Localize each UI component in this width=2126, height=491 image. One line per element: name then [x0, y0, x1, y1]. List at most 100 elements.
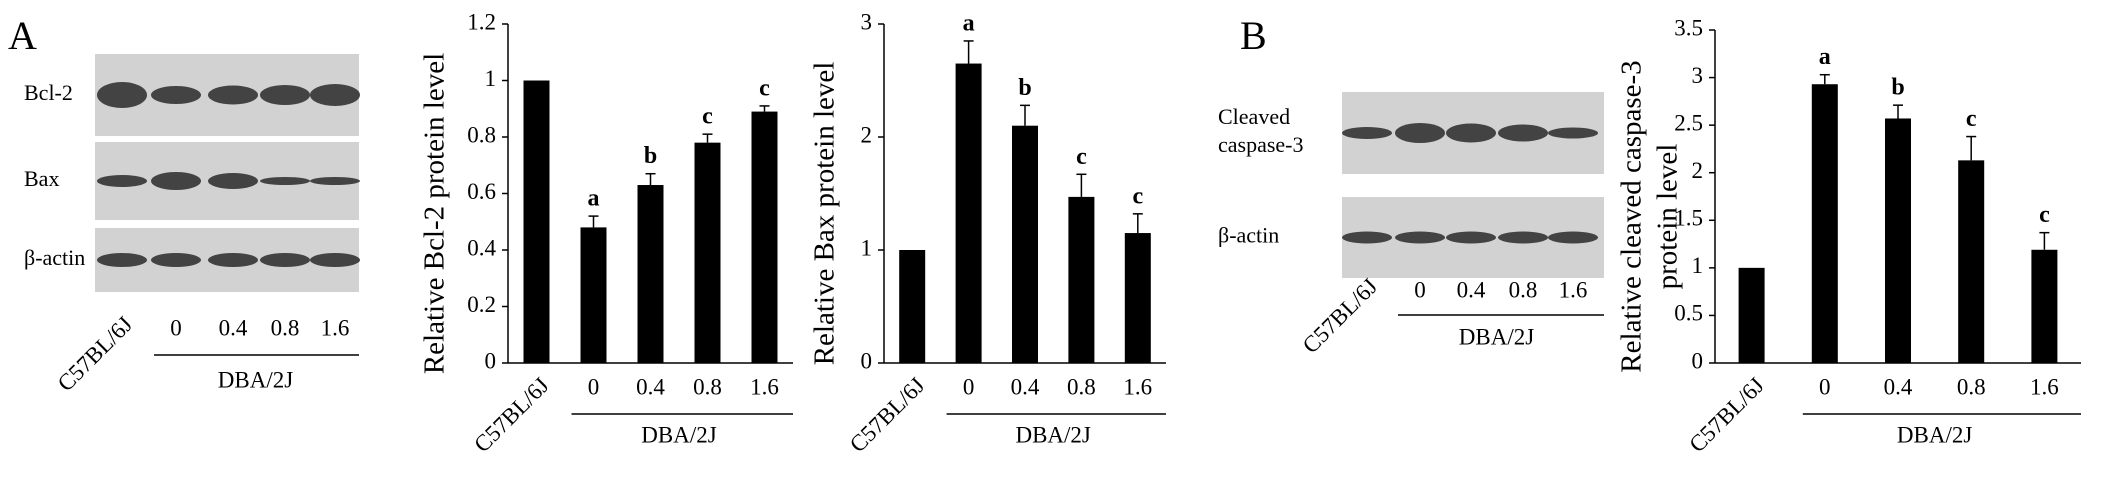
blot-band — [1446, 123, 1496, 143]
blot-band — [208, 253, 258, 267]
blot-row-label: Cleaved — [1218, 104, 1290, 129]
x-tick-label: 1.6 — [1123, 374, 1152, 399]
error-bar — [1132, 213, 1143, 234]
error-bar — [588, 215, 599, 228]
y-tick-label: 0 — [485, 348, 497, 373]
lane-label: C57BL/6J — [53, 312, 138, 397]
bar — [1012, 125, 1038, 363]
lane-label: 0.8 — [271, 315, 300, 340]
significance-label: c — [759, 75, 770, 101]
error-bar — [1966, 135, 1977, 161]
blot-band — [151, 253, 201, 267]
y-axis-label: Relative Bax protein level — [809, 62, 841, 366]
blot-band — [260, 177, 310, 185]
blot-band — [208, 85, 258, 105]
significance-label: a — [963, 10, 975, 36]
blot-band — [310, 177, 360, 185]
y-tick-label: 2.5 — [1674, 110, 1703, 135]
blot-band — [151, 172, 201, 190]
lane-label: 0 — [1414, 277, 1426, 302]
bar — [2031, 249, 2058, 363]
y-tick-label: 3 — [861, 9, 873, 34]
blot-band — [1395, 123, 1445, 143]
bar — [1124, 233, 1151, 363]
blot-band — [208, 173, 258, 189]
lane-label: 0.8 — [1509, 277, 1538, 302]
bar — [1958, 160, 1985, 363]
error-bar — [702, 133, 713, 143]
blot-band — [1342, 127, 1392, 139]
blot-row-label: β-actin — [1218, 223, 1279, 248]
blot-band — [260, 85, 310, 105]
blot-band — [97, 253, 147, 267]
y-tick-label: 3.5 — [1674, 15, 1703, 40]
blot-row-label: Bcl-2 — [24, 80, 73, 105]
error-bar — [1020, 104, 1030, 126]
x-tick-label: 1.6 — [2030, 374, 2059, 399]
y-axis-label: Relative Bcl-2 protein level — [419, 53, 451, 374]
y-tick-label: 0 — [1692, 348, 1704, 373]
error-bar — [963, 40, 974, 64]
blot-band — [1548, 231, 1598, 244]
y-tick-label: 1.5 — [1674, 206, 1703, 231]
x-tick-label: 0.4 — [636, 374, 665, 399]
error-bar — [1819, 73, 1830, 85]
y-axis-label: protein level — [1652, 144, 1684, 290]
y-axis-label: Relative cleaved caspase-3 — [1616, 60, 1648, 372]
x-tick-label: 0.8 — [1957, 374, 1986, 399]
blot-band — [260, 253, 310, 267]
group-label: DBA/2J — [218, 367, 293, 392]
bar — [1068, 196, 1095, 363]
blot-row-label: caspase-3 — [1218, 132, 1304, 157]
y-tick-label: 0.2 — [467, 292, 496, 317]
bar — [694, 142, 721, 363]
significance-label: c — [702, 104, 713, 130]
y-tick-label: 3 — [1692, 63, 1704, 88]
x-tick-label: 0.8 — [693, 374, 722, 399]
bar — [1738, 267, 1765, 363]
error-bar — [2039, 231, 2050, 250]
group-label: DBA/2J — [641, 422, 716, 447]
y-tick-label: 1.2 — [467, 9, 496, 34]
bar — [523, 80, 550, 363]
blot-band — [1395, 231, 1445, 244]
blot-band — [310, 84, 360, 106]
x-tick-label: 1.6 — [750, 374, 779, 399]
lane-label: 0 — [170, 315, 182, 340]
blot-band — [1498, 124, 1548, 142]
y-tick-label: 0.5 — [1674, 301, 1703, 326]
x-tick-label: 0.4 — [1011, 374, 1040, 399]
lane-label: 0.4 — [219, 315, 248, 340]
significance-label: b — [1018, 75, 1031, 101]
panel-label: B — [1240, 13, 1267, 58]
significance-label: c — [2039, 202, 2050, 228]
blot-band — [1498, 231, 1548, 244]
error-bar — [759, 105, 770, 112]
x-tick-label: 0.4 — [1884, 374, 1913, 399]
group-label: DBA/2J — [1459, 324, 1534, 349]
blot-row-label: β-actin — [24, 245, 85, 270]
lane-label: C57BL/6J — [1298, 274, 1383, 359]
error-bar — [1076, 173, 1087, 197]
blot-band — [1342, 231, 1392, 244]
significance-label: c — [1076, 144, 1087, 170]
bar — [1885, 118, 1911, 364]
y-tick-label: 2 — [861, 122, 873, 147]
y-tick-label: 1 — [485, 66, 497, 91]
bar — [899, 250, 926, 363]
bar — [1811, 84, 1838, 363]
x-tick-label: C57BL/6J — [1684, 373, 1769, 458]
blot-band — [97, 82, 147, 108]
y-tick-label: 0 — [861, 348, 873, 373]
significance-label: b — [1891, 75, 1904, 101]
x-tick-label: 0 — [588, 374, 600, 399]
lane-label: 1.6 — [1559, 277, 1588, 302]
x-tick-label: C57BL/6J — [845, 373, 930, 458]
lane-label: 0.4 — [1457, 277, 1486, 302]
x-tick-label: C57BL/6J — [469, 373, 554, 458]
error-bar — [1893, 104, 1903, 119]
significance-label: b — [644, 143, 657, 169]
y-tick-label: 1 — [861, 235, 873, 260]
blot-band — [1446, 231, 1496, 244]
